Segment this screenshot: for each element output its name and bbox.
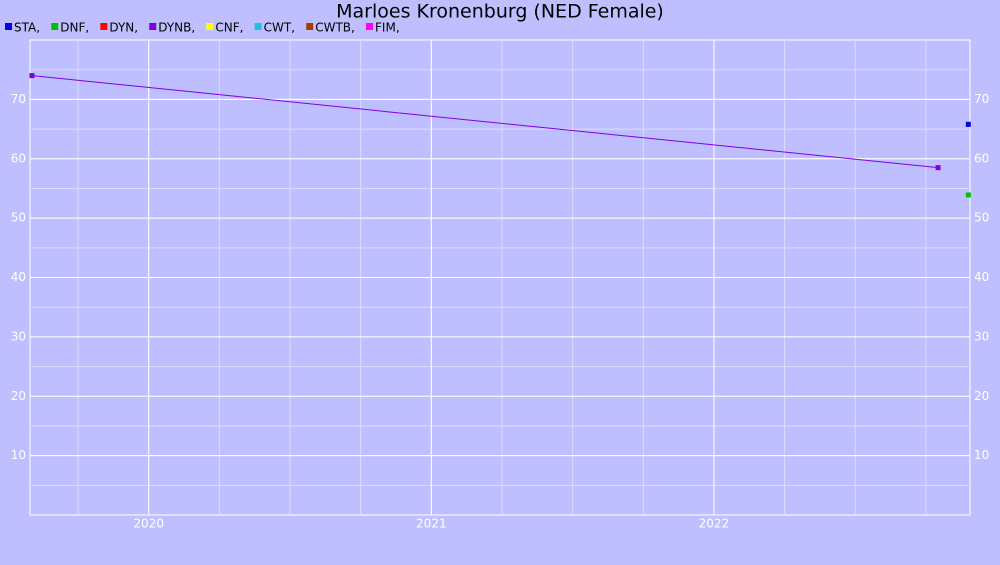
legend-swatch	[149, 23, 157, 30]
legend-label: DNF	[60, 21, 85, 35]
x-tick-label: 2022	[699, 517, 730, 531]
legend-swatch	[306, 23, 314, 30]
y2-tick-label: 50	[974, 211, 989, 225]
data-point	[29, 73, 35, 79]
series-line	[31, 75, 939, 169]
legend-separator: ,	[85, 21, 89, 35]
legend-separator: ,	[351, 21, 355, 35]
x-tick-label: 2021	[416, 517, 447, 531]
y-tick-label: 40	[11, 270, 26, 284]
legend-separator: ,	[36, 21, 40, 35]
y-tick-label: 20	[11, 389, 26, 403]
y2-tick-label: 20	[974, 389, 989, 403]
data-point	[965, 121, 971, 127]
y2-tick-label: 70	[974, 92, 989, 106]
y2-tick-label: 40	[974, 270, 989, 284]
legend-swatch	[254, 23, 262, 30]
legend-separator: ,	[134, 21, 138, 35]
legend-separator: ,	[191, 21, 195, 35]
legend-label: CNF	[215, 21, 239, 35]
legend-label: STA	[14, 21, 37, 35]
legend-label: DYNB	[158, 21, 191, 35]
legend-separator: ,	[396, 21, 400, 35]
data-point	[935, 165, 941, 171]
x-tick-label: 2020	[133, 517, 164, 531]
legend-label: CWTB	[315, 21, 351, 35]
legend-separator: ,	[240, 21, 244, 35]
legend-swatch	[5, 23, 12, 30]
y-tick-label: 30	[11, 329, 26, 343]
legend-swatch	[51, 23, 59, 30]
legend-label: CWT	[264, 21, 292, 35]
legend-label: FIM	[375, 21, 396, 35]
legend-swatch	[100, 23, 108, 30]
y2-tick-label: 30	[974, 329, 989, 343]
data-point	[965, 192, 971, 198]
y2-tick-label: 10	[974, 448, 989, 462]
y-tick-label: 70	[11, 92, 26, 106]
y-tick-label: 50	[11, 211, 26, 225]
legend-label: DYN	[109, 21, 134, 35]
y2-tick-label: 60	[974, 151, 989, 165]
legend-swatch	[366, 23, 374, 30]
legend-swatch	[206, 23, 214, 30]
legend-separator: ,	[291, 21, 295, 35]
y-tick-label: 60	[11, 151, 26, 165]
y-tick-label: 10	[11, 448, 26, 462]
chart-title: Marloes Kronenburg (NED Female)	[336, 1, 664, 23]
